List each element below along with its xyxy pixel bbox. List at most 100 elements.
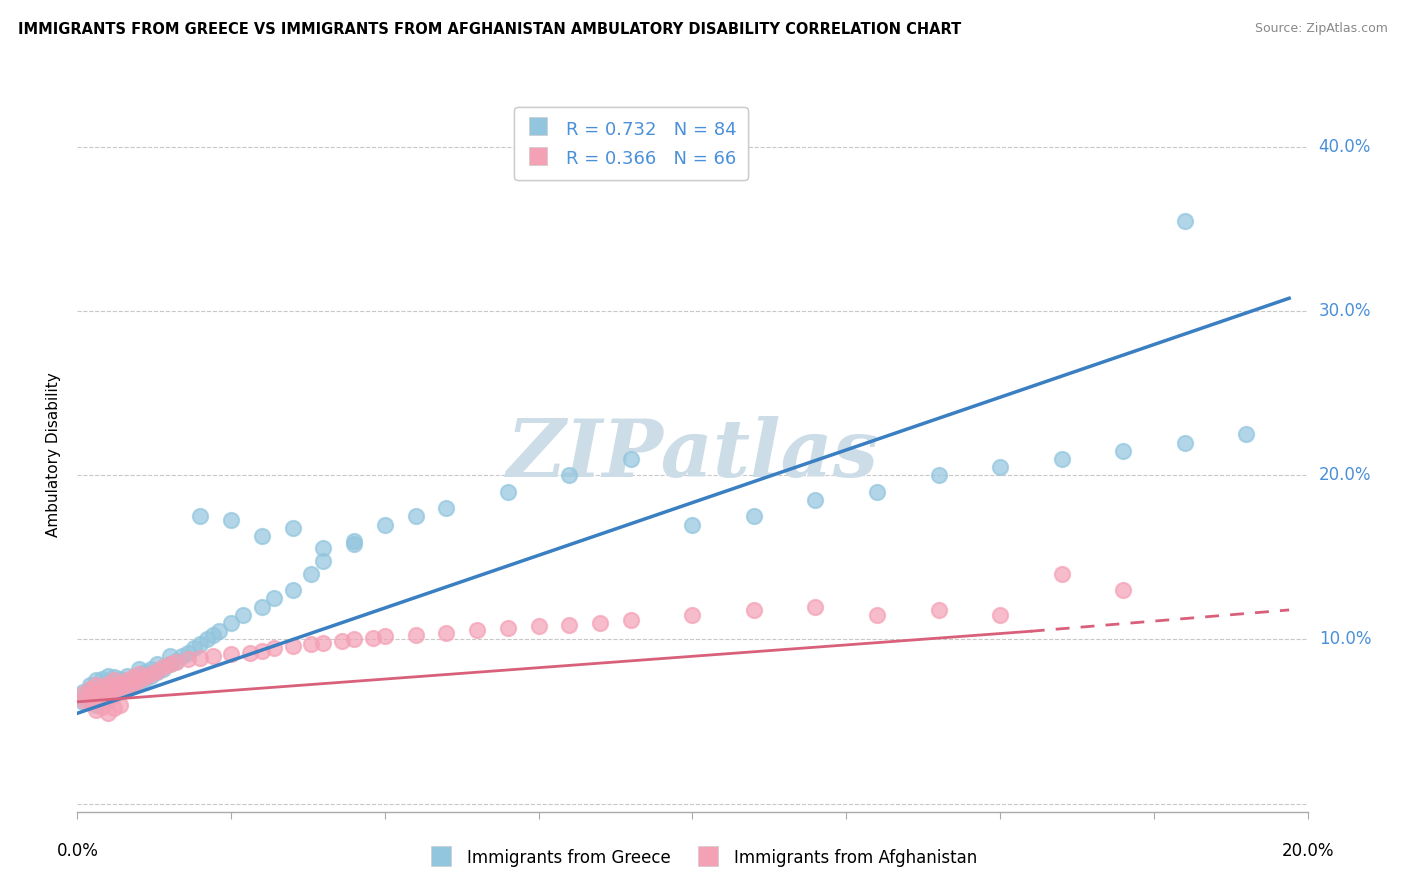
Point	[159, 648, 181, 663]
Point	[141, 662, 163, 676]
Point	[152, 660, 174, 674]
Point	[110, 698, 132, 712]
Point	[436, 626, 458, 640]
Point	[866, 484, 889, 499]
Point	[152, 662, 174, 676]
Point	[103, 681, 125, 696]
Point	[620, 613, 643, 627]
Point	[589, 616, 612, 631]
Text: ZIPatlas: ZIPatlas	[506, 417, 879, 493]
Point	[312, 636, 335, 650]
Point	[177, 646, 200, 660]
Point	[742, 603, 765, 617]
Point	[263, 640, 285, 655]
Point	[188, 650, 212, 665]
Point	[219, 513, 242, 527]
Point	[804, 493, 827, 508]
Point	[72, 693, 94, 707]
Point	[527, 619, 550, 633]
Point	[128, 667, 150, 681]
Point	[79, 695, 101, 709]
Point	[103, 670, 125, 684]
Point	[219, 647, 242, 661]
Point	[742, 509, 765, 524]
Point	[496, 484, 519, 499]
Point	[90, 678, 114, 692]
Point	[195, 632, 218, 647]
Point	[281, 521, 304, 535]
Point	[620, 452, 643, 467]
Point	[84, 690, 107, 704]
Y-axis label: Ambulatory Disability: Ambulatory Disability	[46, 373, 62, 537]
Text: 0.0%: 0.0%	[56, 842, 98, 860]
Point	[159, 657, 181, 671]
Text: 30.0%: 30.0%	[1319, 302, 1371, 320]
Point	[250, 644, 273, 658]
Point	[90, 680, 114, 694]
Point	[928, 468, 950, 483]
Point	[281, 583, 304, 598]
Point	[97, 687, 120, 701]
Point	[90, 693, 114, 707]
Point	[374, 517, 396, 532]
Point	[84, 680, 107, 694]
Point	[177, 652, 200, 666]
Point	[121, 670, 143, 684]
Point	[343, 537, 366, 551]
Point	[201, 627, 224, 641]
Point	[103, 688, 125, 702]
Point	[103, 677, 125, 691]
Point	[103, 687, 125, 701]
Point	[343, 534, 366, 549]
Point	[188, 509, 212, 524]
Point	[263, 591, 285, 606]
Point	[343, 632, 366, 647]
Point	[1234, 427, 1257, 442]
Point	[72, 695, 94, 709]
Point	[79, 687, 101, 701]
Point	[146, 665, 169, 680]
Point	[103, 673, 125, 688]
Point	[159, 657, 181, 671]
Point	[79, 681, 101, 696]
Point	[682, 517, 704, 532]
Point	[79, 681, 101, 696]
Legend: Immigrants from Greece, Immigrants from Afghanistan: Immigrants from Greece, Immigrants from …	[422, 841, 984, 875]
Point	[97, 683, 120, 698]
Point	[97, 690, 120, 704]
Point	[201, 648, 224, 663]
Point	[84, 673, 107, 688]
Point	[281, 639, 304, 653]
Point	[558, 468, 581, 483]
Point	[374, 629, 396, 643]
Point	[183, 640, 205, 655]
Point	[84, 678, 107, 692]
Point	[1174, 214, 1197, 228]
Point	[239, 646, 262, 660]
Point	[115, 675, 138, 690]
Point	[115, 681, 138, 696]
Legend: R = 0.732   N = 84, R = 0.366   N = 66: R = 0.732 N = 84, R = 0.366 N = 66	[515, 107, 748, 180]
Point	[465, 623, 488, 637]
Point	[90, 691, 114, 706]
Point	[90, 672, 114, 686]
Point	[299, 566, 322, 581]
Point	[115, 668, 138, 682]
Point	[682, 607, 704, 622]
Point	[128, 673, 150, 688]
Point	[1050, 566, 1073, 581]
Point	[97, 693, 120, 707]
Point	[103, 680, 125, 694]
Text: IMMIGRANTS FROM GREECE VS IMMIGRANTS FROM AFGHANISTAN AMBULATORY DISABILITY CORR: IMMIGRANTS FROM GREECE VS IMMIGRANTS FRO…	[18, 22, 962, 37]
Point	[219, 616, 242, 631]
Point	[103, 701, 125, 715]
Point	[90, 687, 114, 701]
Point	[405, 509, 427, 524]
Point	[79, 678, 101, 692]
Point	[115, 673, 138, 688]
Point	[128, 675, 150, 690]
Point	[208, 624, 231, 639]
Text: 20.0%: 20.0%	[1319, 467, 1371, 484]
Point	[115, 680, 138, 694]
Point	[928, 603, 950, 617]
